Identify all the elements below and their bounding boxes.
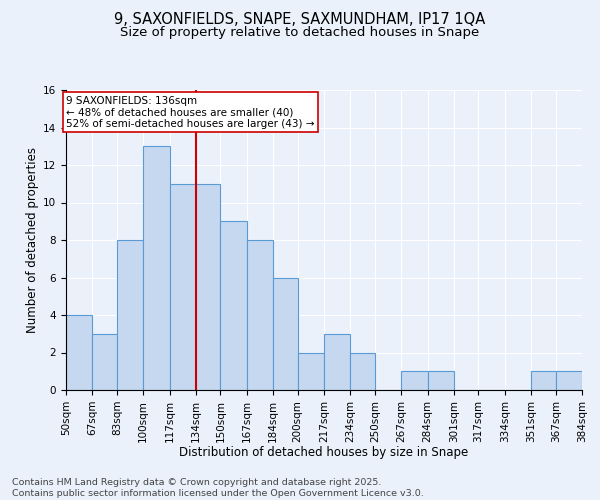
Bar: [220, 221, 247, 390]
Bar: [401, 371, 428, 390]
Bar: [531, 371, 556, 390]
Bar: [196, 184, 220, 390]
Bar: [66, 315, 92, 390]
Bar: [170, 184, 196, 390]
Bar: [247, 240, 273, 390]
Bar: [324, 334, 350, 390]
Bar: [143, 146, 170, 390]
Bar: [117, 240, 143, 390]
Text: 9, SAXONFIELDS, SNAPE, SAXMUNDHAM, IP17 1QA: 9, SAXONFIELDS, SNAPE, SAXMUNDHAM, IP17 …: [115, 12, 485, 28]
Bar: [350, 352, 375, 390]
Y-axis label: Number of detached properties: Number of detached properties: [26, 147, 39, 333]
Bar: [556, 371, 582, 390]
Bar: [428, 371, 454, 390]
X-axis label: Distribution of detached houses by size in Snape: Distribution of detached houses by size …: [179, 446, 469, 459]
Bar: [92, 334, 117, 390]
Bar: [273, 278, 298, 390]
Text: Contains HM Land Registry data © Crown copyright and database right 2025.
Contai: Contains HM Land Registry data © Crown c…: [12, 478, 424, 498]
Text: 9 SAXONFIELDS: 136sqm
← 48% of detached houses are smaller (40)
52% of semi-deta: 9 SAXONFIELDS: 136sqm ← 48% of detached …: [66, 96, 314, 129]
Text: Size of property relative to detached houses in Snape: Size of property relative to detached ho…: [121, 26, 479, 39]
Bar: [298, 352, 324, 390]
